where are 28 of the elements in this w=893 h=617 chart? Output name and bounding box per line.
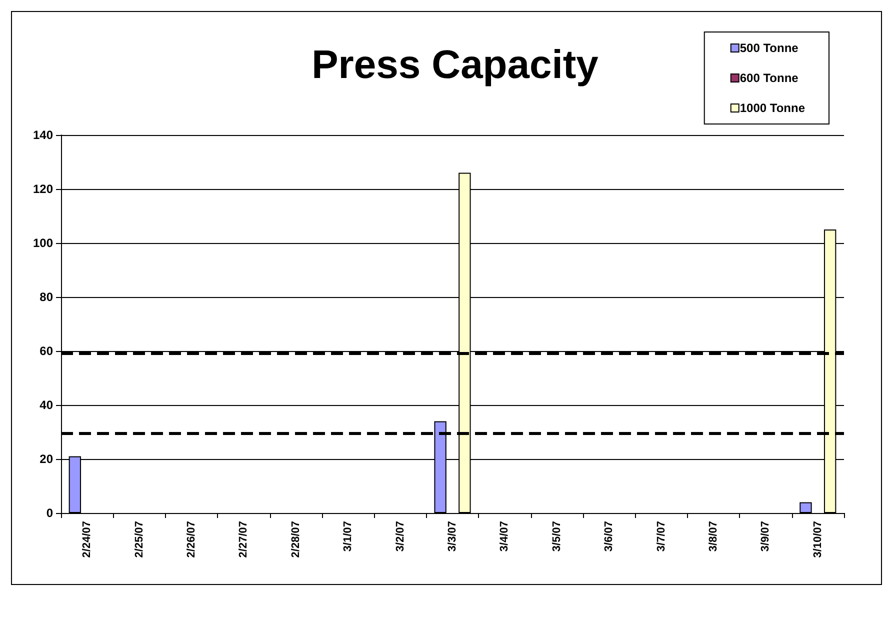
y-tick-label: 80 [40, 290, 54, 304]
y-tick-label: 120 [32, 182, 54, 196]
x-tick-label: 3/3/07 [446, 521, 458, 552]
bar [800, 502, 812, 513]
x-tick-label: 2/28/07 [290, 521, 302, 558]
y-tick-label: 100 [32, 236, 54, 250]
x-tick-label: 3/5/07 [550, 521, 563, 552]
x-tick-label: 3/7/07 [655, 521, 668, 552]
x-tick-label: 3/9/07 [760, 521, 772, 552]
x-tick-label: 2/25/07 [133, 521, 146, 558]
x-tick-label: 3/6/07 [603, 521, 616, 552]
x-tick-label: 3/1/07 [342, 521, 354, 552]
x-tick-label: 3/8/07 [708, 521, 720, 552]
x-tick-label: 3/4/07 [498, 521, 511, 552]
chart-title: Press Capacity [312, 43, 600, 87]
x-tick-label: 2/27/07 [238, 521, 250, 558]
x-tick-label: 3/2/07 [394, 521, 406, 552]
legend-label: 1000 Tonne [740, 101, 806, 115]
y-tick-label: 60 [40, 344, 54, 358]
y-tick-label: 0 [46, 506, 54, 520]
legend-label: 600 Tonne [740, 71, 799, 85]
y-tick-label: 20 [40, 452, 54, 466]
x-tick-label: 2/24/07 [81, 521, 94, 558]
x-tick-label: 2/26/07 [186, 521, 198, 558]
legend-label: 500 Tonne [740, 41, 799, 55]
y-tick-label: 40 [40, 398, 54, 412]
x-tick-label: 3/10/07 [812, 521, 824, 558]
y-tick-label: 140 [32, 128, 54, 142]
